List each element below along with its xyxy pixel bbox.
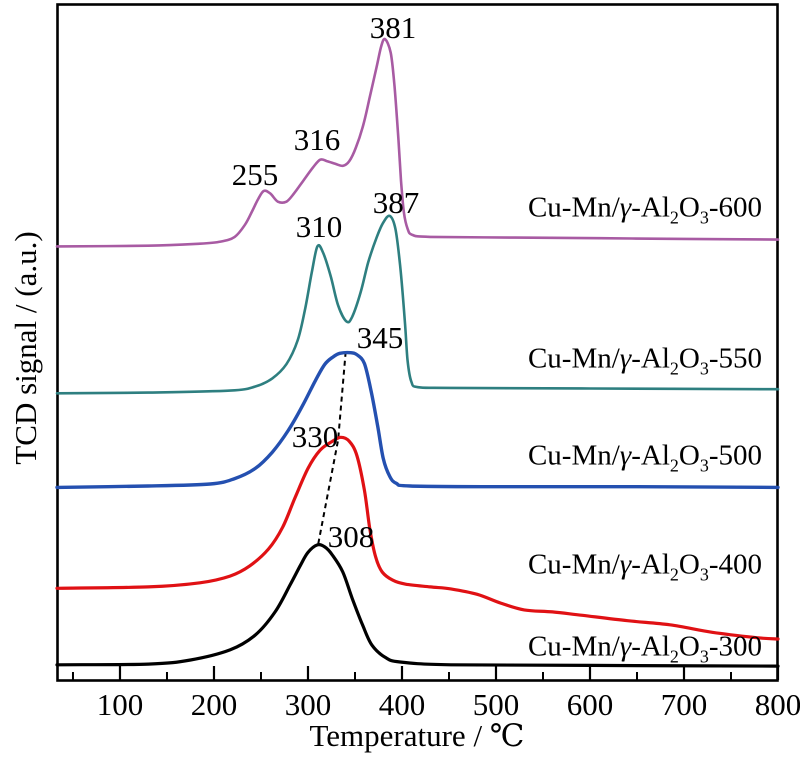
peak-shift-trend-line — [317, 352, 347, 544]
plot-frame — [56, 3, 779, 682]
curve-cu-mn-al2o3-300 — [55, 543, 780, 668]
curve-cu-mn-al2o3-600 — [55, 37, 780, 248]
curve-cu-mn-al2o3-400 — [55, 435, 780, 641]
curve-cu-mn-al2o3-550 — [55, 214, 780, 395]
curve-cu-mn-al2o3-500 — [55, 350, 780, 490]
